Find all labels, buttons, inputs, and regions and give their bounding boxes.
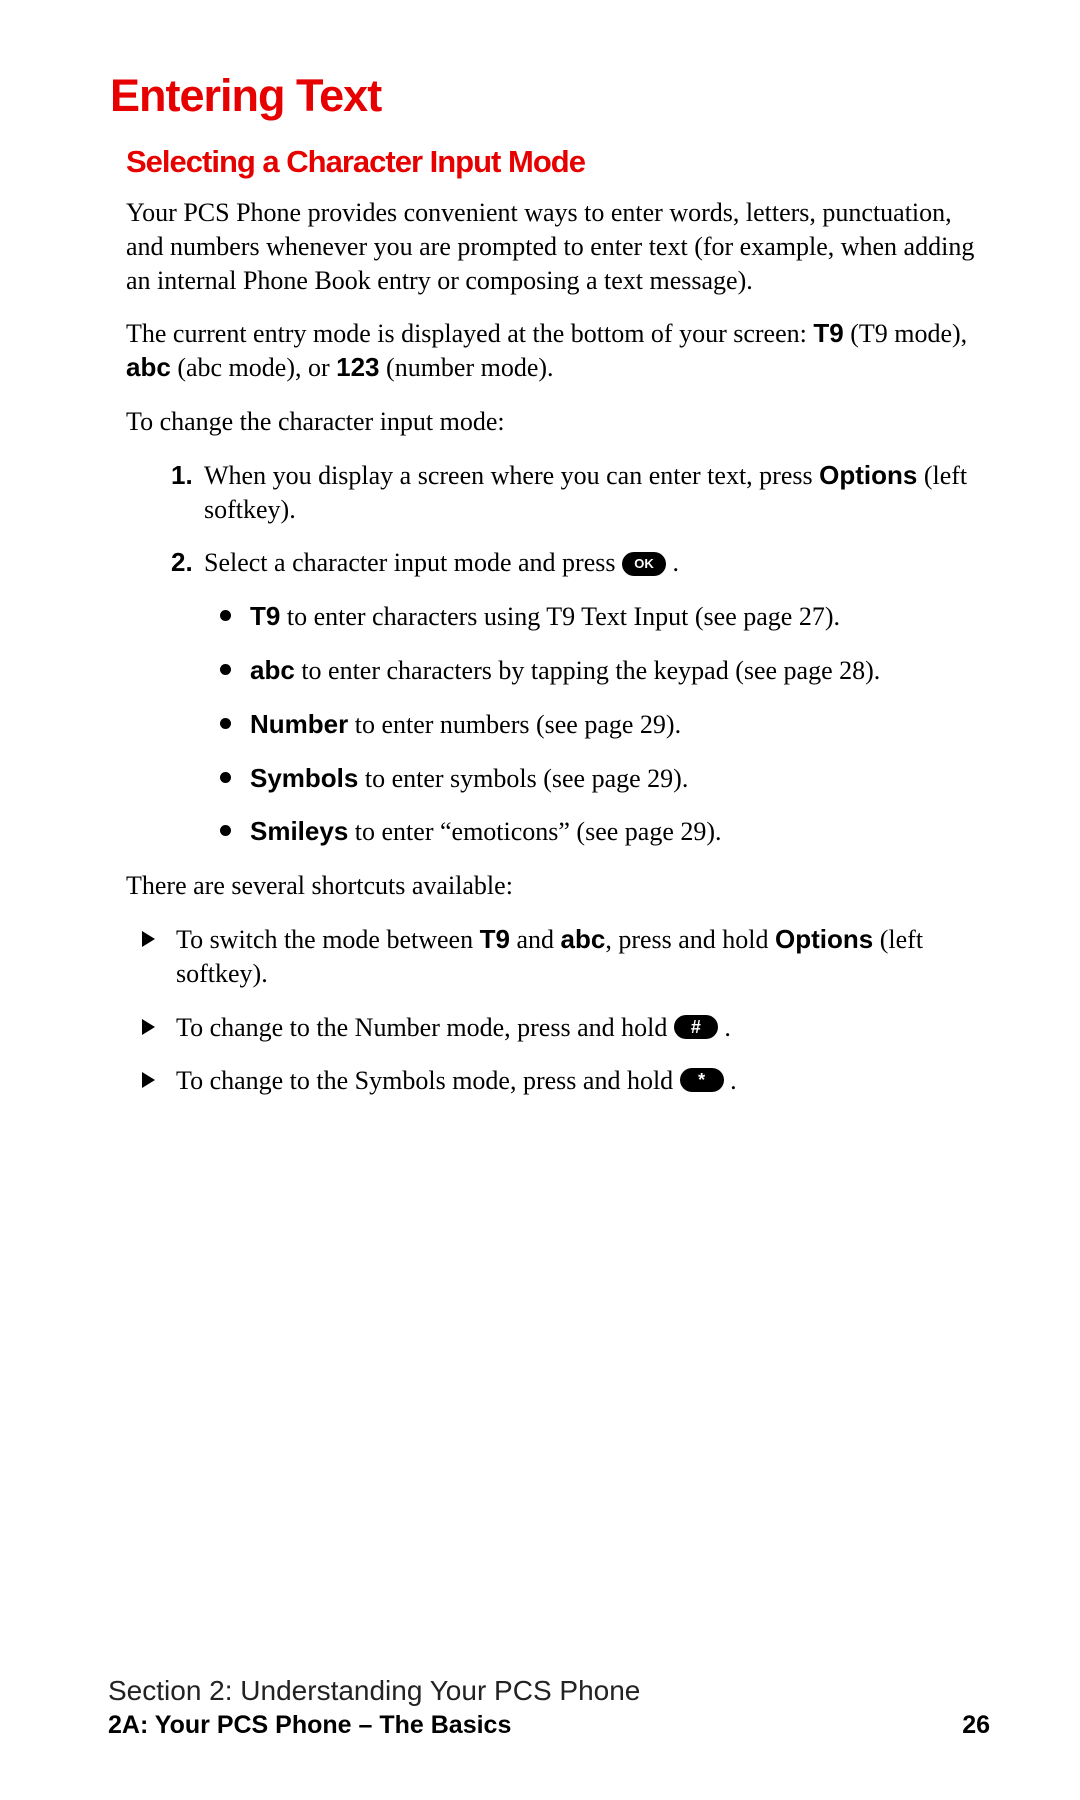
- arrow-right-icon: [142, 1019, 155, 1035]
- text-run: The current entry mode is displayed at t…: [126, 319, 813, 348]
- manual-page: Entering Text Selecting a Character Inpu…: [0, 0, 1080, 1098]
- ordered-list: 1. When you display a screen where you c…: [126, 459, 990, 849]
- text-run: When you display a screen where you can …: [204, 461, 819, 490]
- ok-key-icon: OK: [622, 552, 666, 576]
- body-content: Your PCS Phone provides convenient ways …: [110, 196, 990, 1098]
- text-run: to enter characters using T9 Text Input …: [280, 602, 840, 631]
- heading-1: Entering Text: [110, 70, 990, 122]
- bold-term: T9: [480, 924, 510, 954]
- list-item: To change to the Symbols mode, press and…: [126, 1064, 990, 1098]
- list-item: Symbols to enter symbols (see page 29).: [204, 762, 990, 796]
- bullet-icon: [220, 664, 231, 675]
- text-run: to enter “emoticons” (see page 29).: [348, 817, 721, 846]
- arrow-list: To switch the mode between T9 and abc, p…: [126, 923, 990, 1098]
- text-run: , press and hold: [605, 925, 775, 954]
- page-footer: Section 2: Understanding Your PCS Phone …: [108, 1675, 990, 1740]
- bold-term: abc: [561, 924, 606, 954]
- bold-term: Symbols: [250, 763, 358, 793]
- bold-term: Options: [819, 460, 917, 490]
- text-run: .: [718, 1013, 731, 1042]
- paragraph: Your PCS Phone provides convenient ways …: [126, 196, 990, 297]
- hash-key-icon: #: [674, 1015, 718, 1039]
- star-key-icon: *: [680, 1068, 724, 1092]
- bold-term: Smileys: [250, 816, 348, 846]
- text-run: To change to the Symbols mode, press and…: [176, 1066, 680, 1095]
- footer-section-title: Section 2: Understanding Your PCS Phone: [108, 1675, 990, 1707]
- text-run: To change to the Number mode, press and …: [176, 1013, 674, 1042]
- bold-term: Options: [775, 924, 873, 954]
- text-run: to enter characters by tapping the keypa…: [295, 656, 880, 685]
- text-run: To switch the mode between: [176, 925, 480, 954]
- text-run: .: [666, 548, 679, 577]
- bold-term: T9: [813, 318, 843, 348]
- footer-chapter-title: 2A: Your PCS Phone – The Basics: [108, 1711, 511, 1740]
- list-item: To switch the mode between T9 and abc, p…: [126, 923, 990, 991]
- bullet-icon: [220, 610, 231, 621]
- list-item: Number to enter numbers (see page 29).: [204, 708, 990, 742]
- bold-term: abc: [126, 352, 171, 382]
- list-item: To change to the Number mode, press and …: [126, 1011, 990, 1045]
- list-number: 1.: [171, 459, 193, 493]
- list-item: 1. When you display a screen where you c…: [126, 459, 990, 527]
- list-item: Smileys to enter “emoticons” (see page 2…: [204, 815, 990, 849]
- bold-term: T9: [250, 601, 280, 631]
- text-run: (T9 mode),: [844, 319, 967, 348]
- paragraph: To change the character input mode:: [126, 405, 990, 439]
- bullet-list: T9 to enter characters using T9 Text Inp…: [204, 600, 990, 849]
- list-item: abc to enter characters by tapping the k…: [204, 654, 990, 688]
- text-run: to enter symbols (see page 29).: [358, 764, 688, 793]
- arrow-right-icon: [142, 1072, 155, 1088]
- text-run: Select a character input mode and press: [204, 548, 622, 577]
- bullet-icon: [220, 772, 231, 783]
- heading-2: Selecting a Character Input Mode: [110, 144, 990, 180]
- bullet-icon: [220, 718, 231, 729]
- list-item: T9 to enter characters using T9 Text Inp…: [204, 600, 990, 634]
- text-run: .: [724, 1066, 737, 1095]
- list-number: 2.: [171, 546, 193, 580]
- text-run: (number mode).: [380, 353, 554, 382]
- text-run: (abc mode), or: [171, 353, 336, 382]
- bullet-icon: [220, 825, 231, 836]
- paragraph: The current entry mode is displayed at t…: [126, 317, 990, 385]
- text-run: and: [510, 925, 561, 954]
- paragraph: There are several shortcuts available:: [126, 869, 990, 903]
- arrow-right-icon: [142, 931, 155, 947]
- list-item: 2. Select a character input mode and pre…: [126, 546, 990, 849]
- page-number: 26: [962, 1711, 990, 1740]
- bold-term: abc: [250, 655, 295, 685]
- text-run: to enter numbers (see page 29).: [348, 710, 681, 739]
- bold-term: Number: [250, 709, 348, 739]
- bold-term: 123: [336, 352, 379, 382]
